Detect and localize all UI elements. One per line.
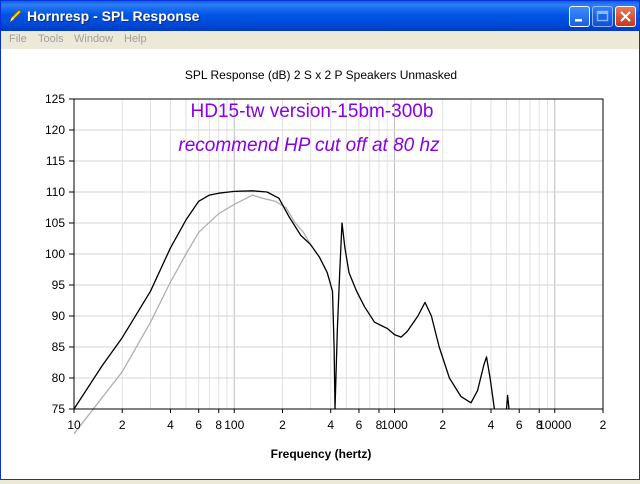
y-tick-label: 120 xyxy=(45,123,65,137)
x-tick-label: 2 xyxy=(279,418,286,432)
x-tick-label: 10 xyxy=(67,418,81,432)
x-tick-label: 4 xyxy=(488,418,495,432)
x-tick-label: 8 xyxy=(376,418,383,432)
x-tick-label: 8 xyxy=(536,418,543,432)
y-tick-label: 95 xyxy=(52,278,66,292)
x-tick-label: 2 xyxy=(119,418,126,432)
x-tick-label: 6 xyxy=(195,418,202,432)
x-tick-label: 6 xyxy=(356,418,363,432)
series-line-0 xyxy=(73,190,496,410)
y-tick-label: 105 xyxy=(45,216,65,230)
y-tick-label: 115 xyxy=(46,154,65,168)
x-tick-label: 2 xyxy=(600,418,607,432)
x-tick-label: 8 xyxy=(215,418,222,432)
y-tick-label: 80 xyxy=(52,371,66,385)
y-tick-label: 125 xyxy=(45,92,65,106)
window-title: Hornresp - SPL Response xyxy=(27,8,200,24)
x-axis-label: Frequency (hertz) xyxy=(271,447,372,461)
menu-help[interactable]: Help xyxy=(124,33,147,45)
spl-response-chart: SPL Response (dB) 2 S x 2 P Speakers Unm… xyxy=(45,68,607,461)
menu-window[interactable]: Window xyxy=(74,33,114,45)
y-tick-label: 100 xyxy=(45,247,65,261)
plot-frame xyxy=(73,98,604,410)
x-tick-label: 100 xyxy=(224,418,244,432)
maximize-icon xyxy=(596,10,609,22)
x-tick-label: 4 xyxy=(327,418,334,432)
x-tick-label: 10000 xyxy=(538,418,572,432)
x-tick-label: 4 xyxy=(167,418,174,432)
y-tick-label: 90 xyxy=(52,309,66,323)
x-tick-label: 2 xyxy=(439,418,446,432)
y-tick-label: 110 xyxy=(46,185,65,199)
minimize-button[interactable] xyxy=(569,6,590,27)
close-button[interactable] xyxy=(615,6,636,27)
series-line-2 xyxy=(505,394,510,410)
pencil-icon xyxy=(9,9,22,24)
x-tick-label: 6 xyxy=(516,418,523,432)
series-line-1 xyxy=(73,194,312,435)
menu-tools[interactable]: Tools xyxy=(38,33,64,45)
y-tick-label: 85 xyxy=(52,340,66,354)
x-tick-label: 1000 xyxy=(381,418,408,432)
chart-area: SPL Response (dB) 2 S x 2 P Speakers Unm… xyxy=(1,49,639,479)
close-icon xyxy=(620,11,631,22)
menu-file[interactable]: File xyxy=(9,33,27,45)
maximize-button[interactable] xyxy=(592,6,613,27)
minimize-icon xyxy=(575,19,582,22)
chart-series xyxy=(73,190,510,435)
title-bar[interactable]: Hornresp - SPL Response xyxy=(1,1,639,31)
y-tick-label: 75 xyxy=(52,402,66,416)
chart-title: SPL Response (dB) 2 S x 2 P Speakers Unm… xyxy=(185,68,457,82)
annotation-title: HD15-tw version-15bm-300b xyxy=(191,101,434,122)
menu-bar: File Tools Window Help xyxy=(1,31,639,49)
annotation-note: recommend HP cut off at 80 hz xyxy=(178,135,440,156)
